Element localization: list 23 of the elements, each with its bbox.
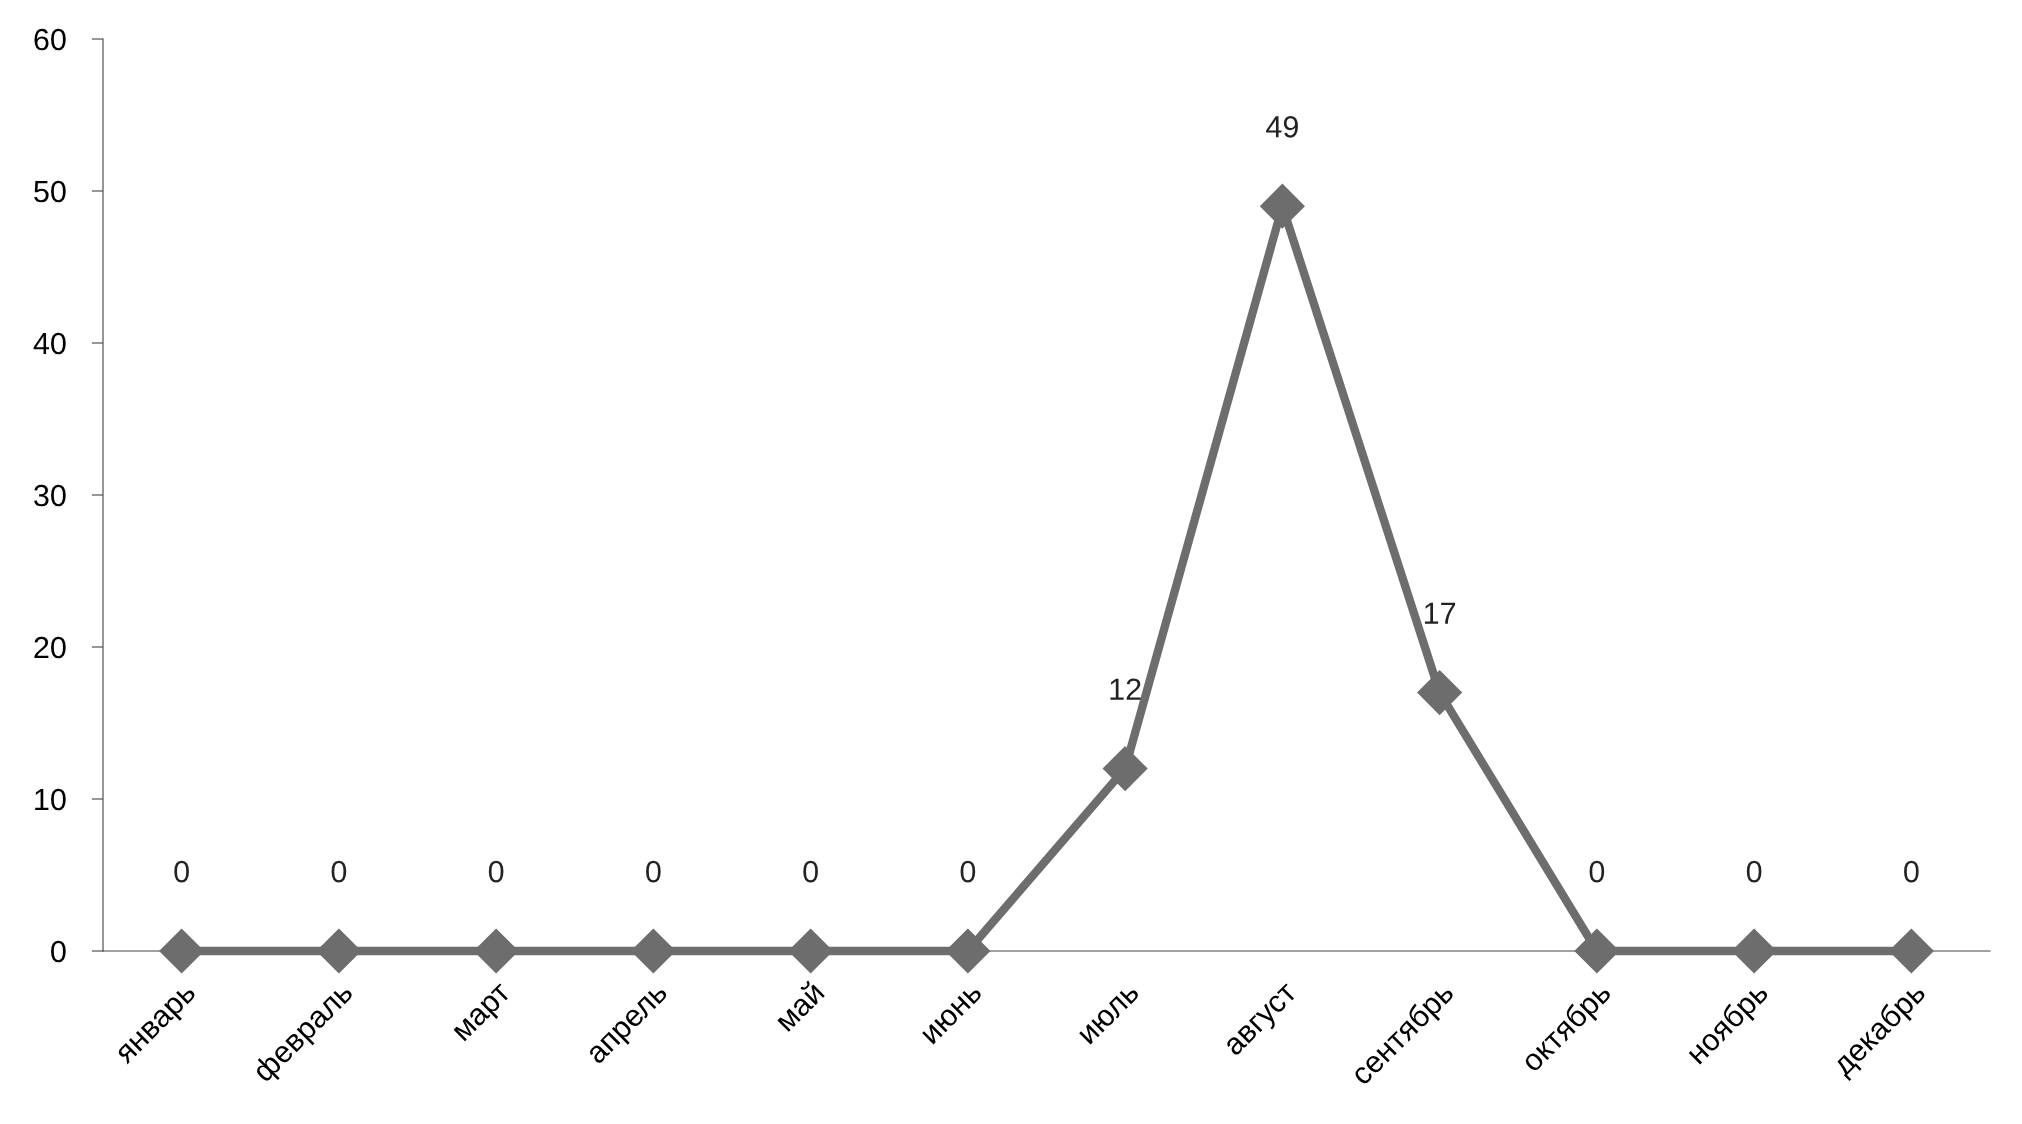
y-tick-label: 50 bbox=[34, 180, 66, 203]
data-label: 0 bbox=[174, 860, 189, 883]
data-label: 0 bbox=[1746, 860, 1762, 883]
data-label: 0 bbox=[331, 860, 347, 883]
y-tick-label: 10 bbox=[35, 788, 66, 811]
data-label: 0 bbox=[1589, 860, 1605, 883]
point bbox=[1102, 746, 1148, 791]
point bbox=[1260, 183, 1305, 229]
point bbox=[1417, 670, 1462, 715]
y-tick-label: 60 bbox=[34, 28, 66, 51]
y-tick-label: 0 bbox=[51, 940, 66, 963]
x-tick-label: май bbox=[772, 979, 825, 1033]
data-label: 49 bbox=[1266, 116, 1298, 138]
data-label: 0 bbox=[803, 860, 818, 883]
y-tick-label: 20 bbox=[34, 636, 66, 659]
data-label: 0 bbox=[646, 860, 661, 883]
data-label: 0 bbox=[960, 860, 976, 883]
data-label: 0 bbox=[1904, 860, 1919, 883]
data-label: 17 bbox=[1424, 602, 1456, 624]
y-tick-label: 40 bbox=[33, 332, 66, 355]
data-label: 12 bbox=[1110, 678, 1141, 700]
y-tick-label: 30 bbox=[34, 484, 66, 507]
data-label: 0 bbox=[488, 860, 504, 883]
